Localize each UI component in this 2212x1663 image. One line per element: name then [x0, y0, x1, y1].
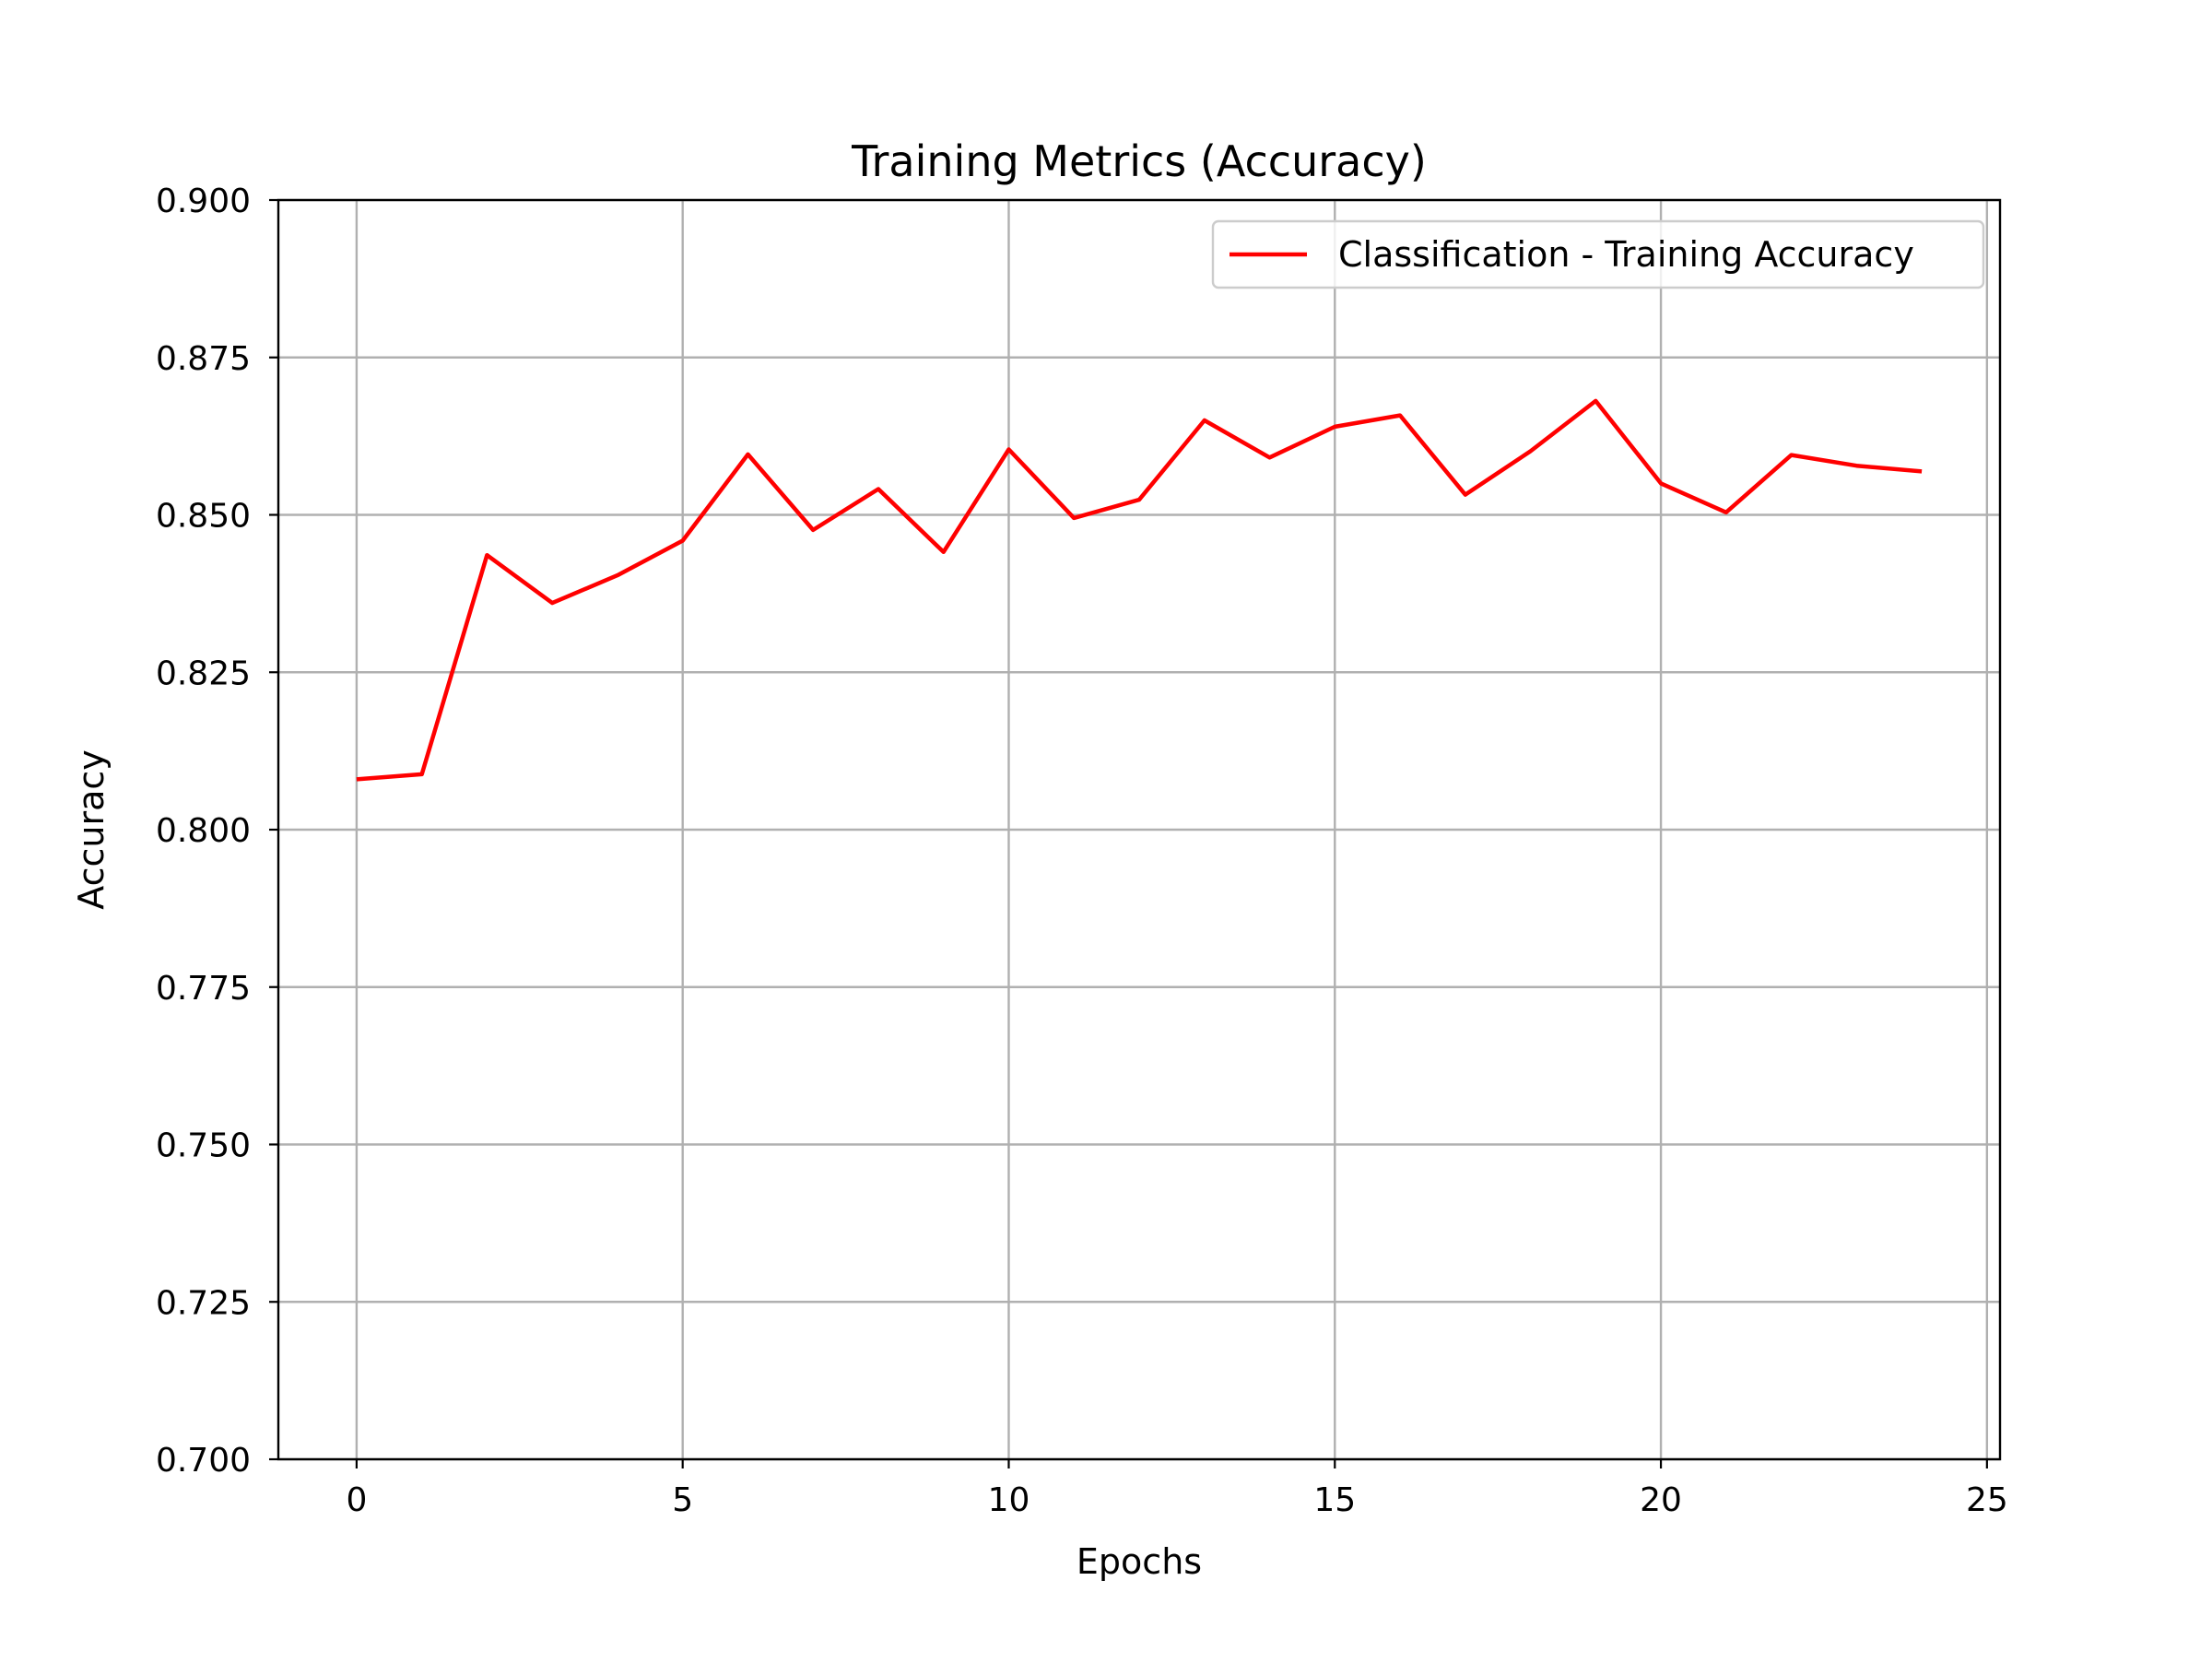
y-tick-label: 0.775: [156, 970, 251, 1008]
y-tick-label: 0.900: [156, 183, 251, 220]
series-layer: [356, 398, 1923, 782]
y-tick-label: 0.850: [156, 498, 251, 536]
x-tick-label: 15: [1313, 1481, 1356, 1519]
y-tick-label: 0.875: [156, 340, 251, 378]
y-tick-label: 0.725: [156, 1284, 251, 1322]
x-tick-label: 0: [346, 1481, 367, 1519]
legend: Classification - Training Accuracy: [1211, 219, 1985, 289]
y-axis-title: Accuracy: [71, 749, 112, 910]
y-tick-label: 0.750: [156, 1127, 251, 1165]
x-tick-label: 5: [672, 1481, 693, 1519]
x-axis-title: Epochs: [1077, 1541, 1202, 1582]
series-line: [356, 398, 1923, 782]
y-tick-label: 0.800: [156, 812, 251, 850]
x-tick-label: 10: [988, 1481, 1030, 1519]
grid-layer: [278, 198, 2000, 1461]
y-tick-label: 0.825: [156, 655, 251, 692]
legend-box: [1211, 219, 1985, 289]
y-tick-label: 0.700: [156, 1442, 251, 1480]
legend-label: Classification - Training Accuracy: [1338, 234, 1914, 275]
tick-layer: 0 5 10 15 20 25 0.700 0.725 0.750 0.775 0.800 0.825…: [156, 183, 2008, 1519]
x-tick-label: 20: [1640, 1481, 1682, 1519]
chart-title: Training Metrics (Accuracy): [851, 136, 1427, 186]
x-tick-label: 25: [1966, 1481, 2008, 1519]
